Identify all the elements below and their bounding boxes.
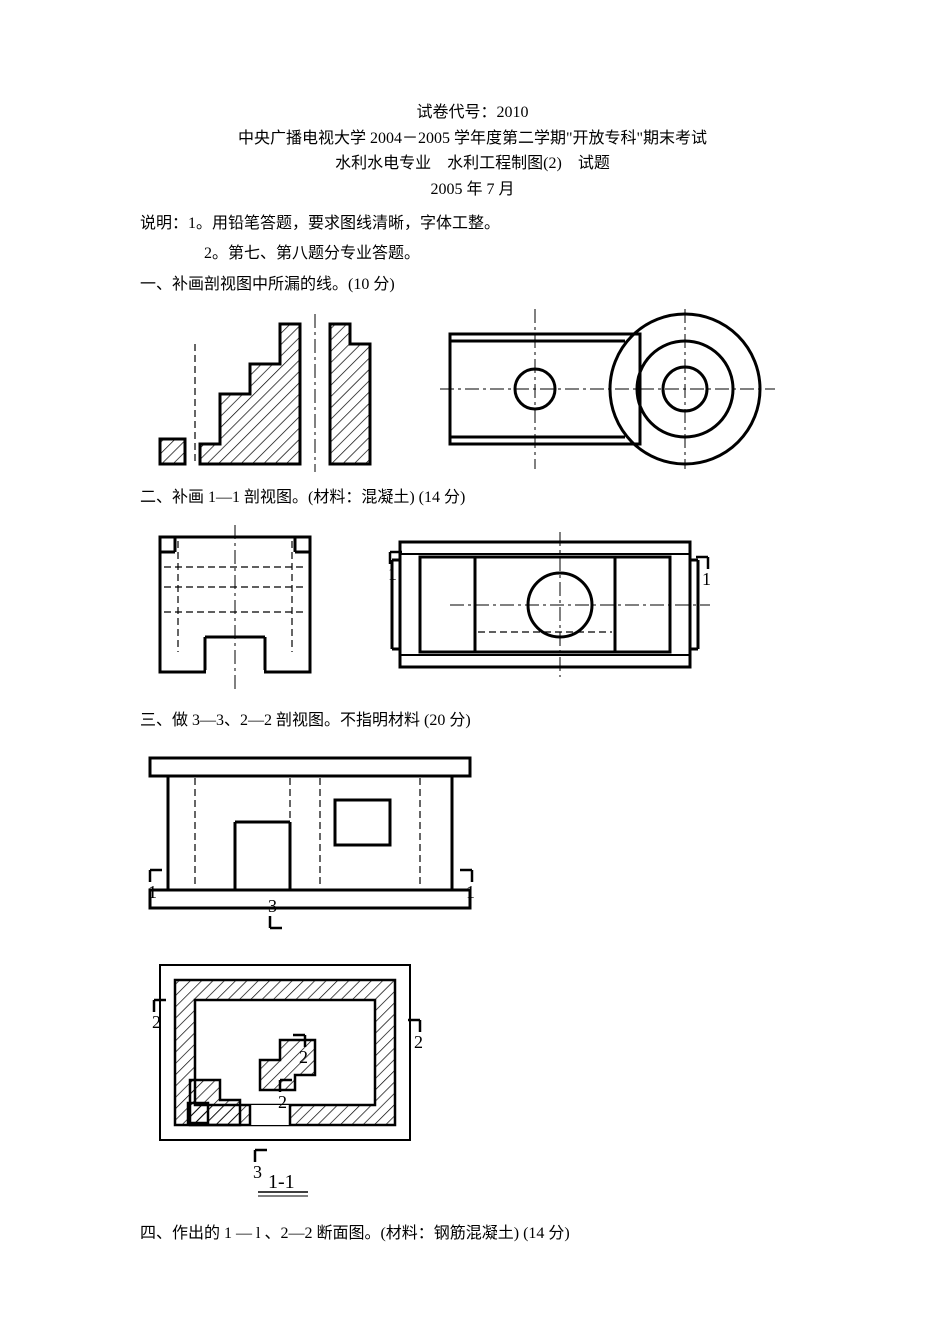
q2-figure-right: 11 — [360, 517, 740, 697]
major-line: 水利水电专业 水利工程制图(2) 试题 — [140, 151, 805, 177]
svg-text:2: 2 — [152, 1012, 161, 1032]
q3-elevation: 1 1 3 — [140, 740, 500, 940]
svg-text:2: 2 — [414, 1032, 423, 1052]
q1-figure-left — [140, 304, 420, 474]
svg-text:1: 1 — [148, 882, 157, 902]
paper-code: 2010 — [497, 104, 529, 121]
q1-figure-right — [440, 304, 780, 474]
instructions-block: 说明：1。用铅笔答题，要求图线清晰，字体工整。 2。第七、第八题分专业答题。 — [140, 210, 805, 266]
svg-text:2: 2 — [299, 1047, 308, 1067]
question-2-figures: 11 — [140, 517, 805, 697]
question-3-heading: 三、做 3—3、2—2 剖视图。不指明材料 (20 分) — [140, 707, 805, 734]
q2-figure-left — [140, 517, 340, 697]
instruction-line-2: 2。第七、第八题分专业答题。 — [140, 240, 805, 267]
question-1-figures — [140, 304, 805, 474]
svg-text:1: 1 — [702, 569, 711, 589]
question-1-heading: 一、补画剖视图中所漏的线。(10 分) — [140, 271, 805, 298]
instruction-prefix: 说明： — [140, 215, 188, 232]
university-line: 中央广播电视大学 2004－2005 学年度第二学期"开放专科"期末考试 — [140, 126, 805, 152]
instruction-line-1: 说明：1。用铅笔答题，要求图线清晰，字体工整。 — [140, 210, 805, 237]
svg-text:1: 1 — [466, 882, 475, 902]
svg-text:1: 1 — [388, 564, 397, 584]
svg-text:3: 3 — [268, 896, 277, 916]
exam-header: 试卷代号：2010 中央广播电视大学 2004－2005 学年度第二学期"开放专… — [140, 100, 805, 202]
svg-text:2: 2 — [278, 1092, 287, 1112]
date-line: 2005 年 7 月 — [140, 177, 805, 203]
question-2-heading: 二、补画 1—1 剖视图。(材料：混凝土) (14 分) — [140, 484, 805, 511]
paper-code-label: 试卷代号： — [416, 104, 496, 121]
q3-plan: 2 2 2 2 3 1-1 — [140, 940, 460, 1210]
instruction-1-text: 1。用铅笔答题，要求图线清晰，字体工整。 — [188, 215, 500, 232]
svg-text:1-1: 1-1 — [268, 1171, 295, 1193]
question-4-heading: 四、作出的 1 — l 、2—2 断面图。(材料：钢筋混凝土) (14 分) — [140, 1220, 805, 1247]
paper-code-line: 试卷代号：2010 — [140, 100, 805, 126]
question-3-figures: 1 1 3 2 2 2 2 3 1-1 — [140, 740, 805, 1210]
svg-text:3: 3 — [253, 1162, 262, 1182]
